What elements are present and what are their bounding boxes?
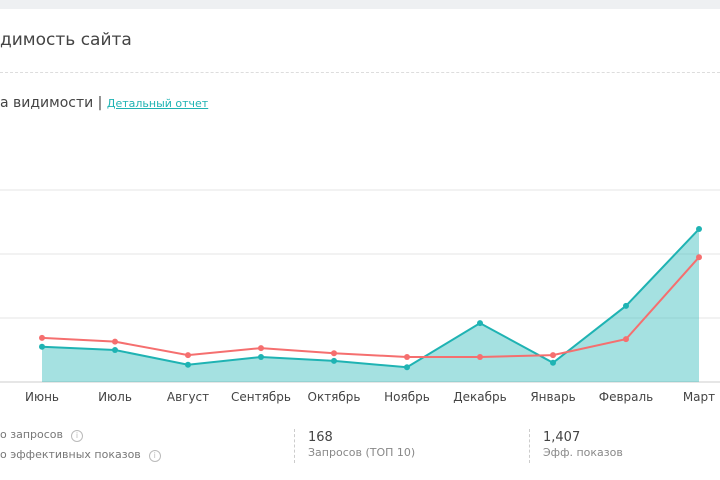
card: димость сайта а видимости | Детальный от… xyxy=(0,9,720,480)
point xyxy=(258,354,264,361)
stat-label-text: о эффективных показов xyxy=(0,448,141,461)
point xyxy=(185,361,191,368)
point xyxy=(550,352,556,359)
point xyxy=(185,352,191,359)
separator xyxy=(529,429,530,463)
point xyxy=(112,338,118,345)
x-tick-label: Сентябрь xyxy=(231,390,291,404)
point xyxy=(331,357,337,364)
stat-label: о запросов i xyxy=(0,428,83,442)
stat-label: о эффективных показов i xyxy=(0,448,161,462)
line xyxy=(41,228,700,369)
point xyxy=(623,302,629,309)
x-tick-label: Август xyxy=(167,390,209,404)
point xyxy=(696,254,702,261)
point xyxy=(623,336,629,343)
report-link[interactable]: Детальный отчет xyxy=(106,97,209,110)
info-icon[interactable]: i xyxy=(148,450,161,462)
x-tick-label: Март xyxy=(683,390,715,404)
point xyxy=(550,359,556,366)
x-tick-label: Ноябрь xyxy=(384,390,430,404)
point xyxy=(112,347,118,353)
stat-label: Запросов (ТОП 10) xyxy=(308,446,416,459)
point xyxy=(404,364,410,371)
subtitle: а видимости | Детальный отчет xyxy=(0,95,208,111)
x-tick-label: Июль xyxy=(98,390,132,404)
info-icon[interactable]: i xyxy=(70,430,83,442)
point xyxy=(477,320,483,327)
point xyxy=(39,343,45,350)
x-tick-label: Февраль xyxy=(599,390,654,404)
stat-value: 168 xyxy=(308,430,333,445)
area xyxy=(42,229,699,382)
x-tick-label: Июнь xyxy=(25,390,59,404)
point xyxy=(39,334,45,341)
point xyxy=(331,350,337,357)
x-tick-label: Октябрь xyxy=(308,390,361,404)
x-tick-label: Январь xyxy=(530,390,575,404)
divider xyxy=(0,72,720,73)
stat-label: Эфф. показов xyxy=(543,446,623,459)
point xyxy=(477,354,483,361)
subtitle-text: а видимости | xyxy=(0,95,103,111)
line xyxy=(41,256,700,359)
point xyxy=(696,226,702,233)
point xyxy=(258,345,264,352)
card-title: димость сайта xyxy=(0,30,132,50)
x-tick-label: Декабрь xyxy=(453,390,506,404)
stat-label-text: о запросов xyxy=(0,428,63,441)
point xyxy=(404,354,410,361)
separator xyxy=(294,429,295,463)
stat-value: 1,407 xyxy=(543,430,581,445)
